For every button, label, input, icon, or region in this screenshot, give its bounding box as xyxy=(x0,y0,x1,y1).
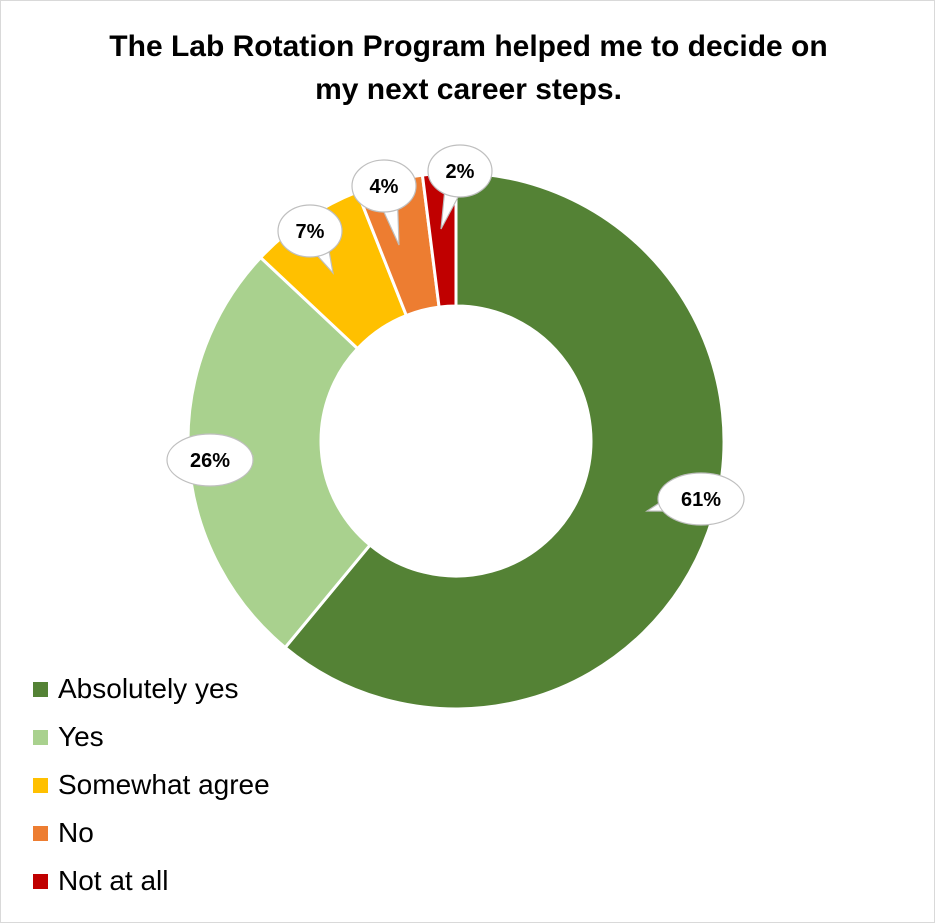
legend-item-somewhat-agree: Somewhat agree xyxy=(33,761,270,809)
data-label-no: 4% xyxy=(351,159,417,246)
data-label-text: 61% xyxy=(681,489,721,511)
chart-title-line-1: The Lab Rotation Program helped me to de… xyxy=(109,30,828,63)
donut-slice-absolutely-yes xyxy=(283,171,726,711)
legend-swatch xyxy=(33,729,48,745)
data-label-somewhat-agree: 7% xyxy=(277,204,343,275)
legend-item-no: No xyxy=(33,809,270,857)
chart-title-line-2: my next career steps. xyxy=(315,73,622,106)
legend-item-absolutely-yes: Absolutely yes xyxy=(33,665,270,713)
data-label-yes: 26% xyxy=(166,433,255,487)
legend-swatch xyxy=(33,825,48,841)
callout-seam-cover xyxy=(673,493,701,512)
callout-seam-cover xyxy=(210,449,237,468)
callout-seam-cover xyxy=(380,186,398,204)
legend-label: Absolutely yes xyxy=(58,673,239,704)
data-label-text: 2% xyxy=(446,161,475,183)
data-label-text: 26% xyxy=(190,450,230,472)
legend-swatch xyxy=(33,873,48,889)
callout-seam-cover xyxy=(445,171,463,189)
legend-label: No xyxy=(58,817,94,848)
legend: Absolutely yes Yes Somewhat agree No Not… xyxy=(33,665,270,905)
data-label-text: 4% xyxy=(370,176,399,198)
legend-swatch xyxy=(33,681,48,697)
data-label-absolutely-yes: 61% xyxy=(644,472,745,526)
data-label-text: 7% xyxy=(296,221,325,243)
data-label-not-at-all: 2% xyxy=(427,144,493,230)
legend-item-yes: Yes xyxy=(33,713,270,761)
callout-seam-cover xyxy=(310,231,328,250)
legend-item-not-at-all: Not at all xyxy=(33,857,270,905)
legend-label: Somewhat agree xyxy=(58,769,270,800)
chart-title: The Lab Rotation Program helped me to de… xyxy=(61,25,876,111)
legend-label: Yes xyxy=(58,721,104,752)
donut-slice-yes xyxy=(186,255,373,650)
legend-label: Not at all xyxy=(58,865,169,896)
legend-swatch xyxy=(33,777,48,793)
